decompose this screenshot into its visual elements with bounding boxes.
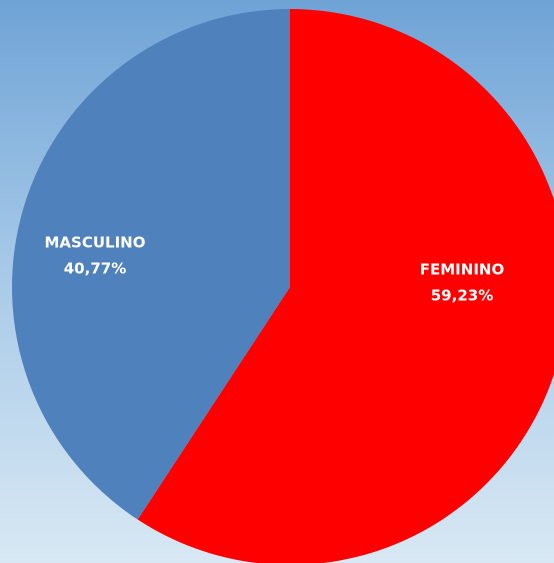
slice-value-label: 59,23% xyxy=(431,287,493,305)
slice-category: FEMININO xyxy=(420,261,504,279)
pie-slice xyxy=(137,9,554,563)
slice-category: MASCULINO xyxy=(45,234,146,252)
pie-slice xyxy=(11,9,291,520)
slice-value-label: 40,77% xyxy=(64,260,126,278)
